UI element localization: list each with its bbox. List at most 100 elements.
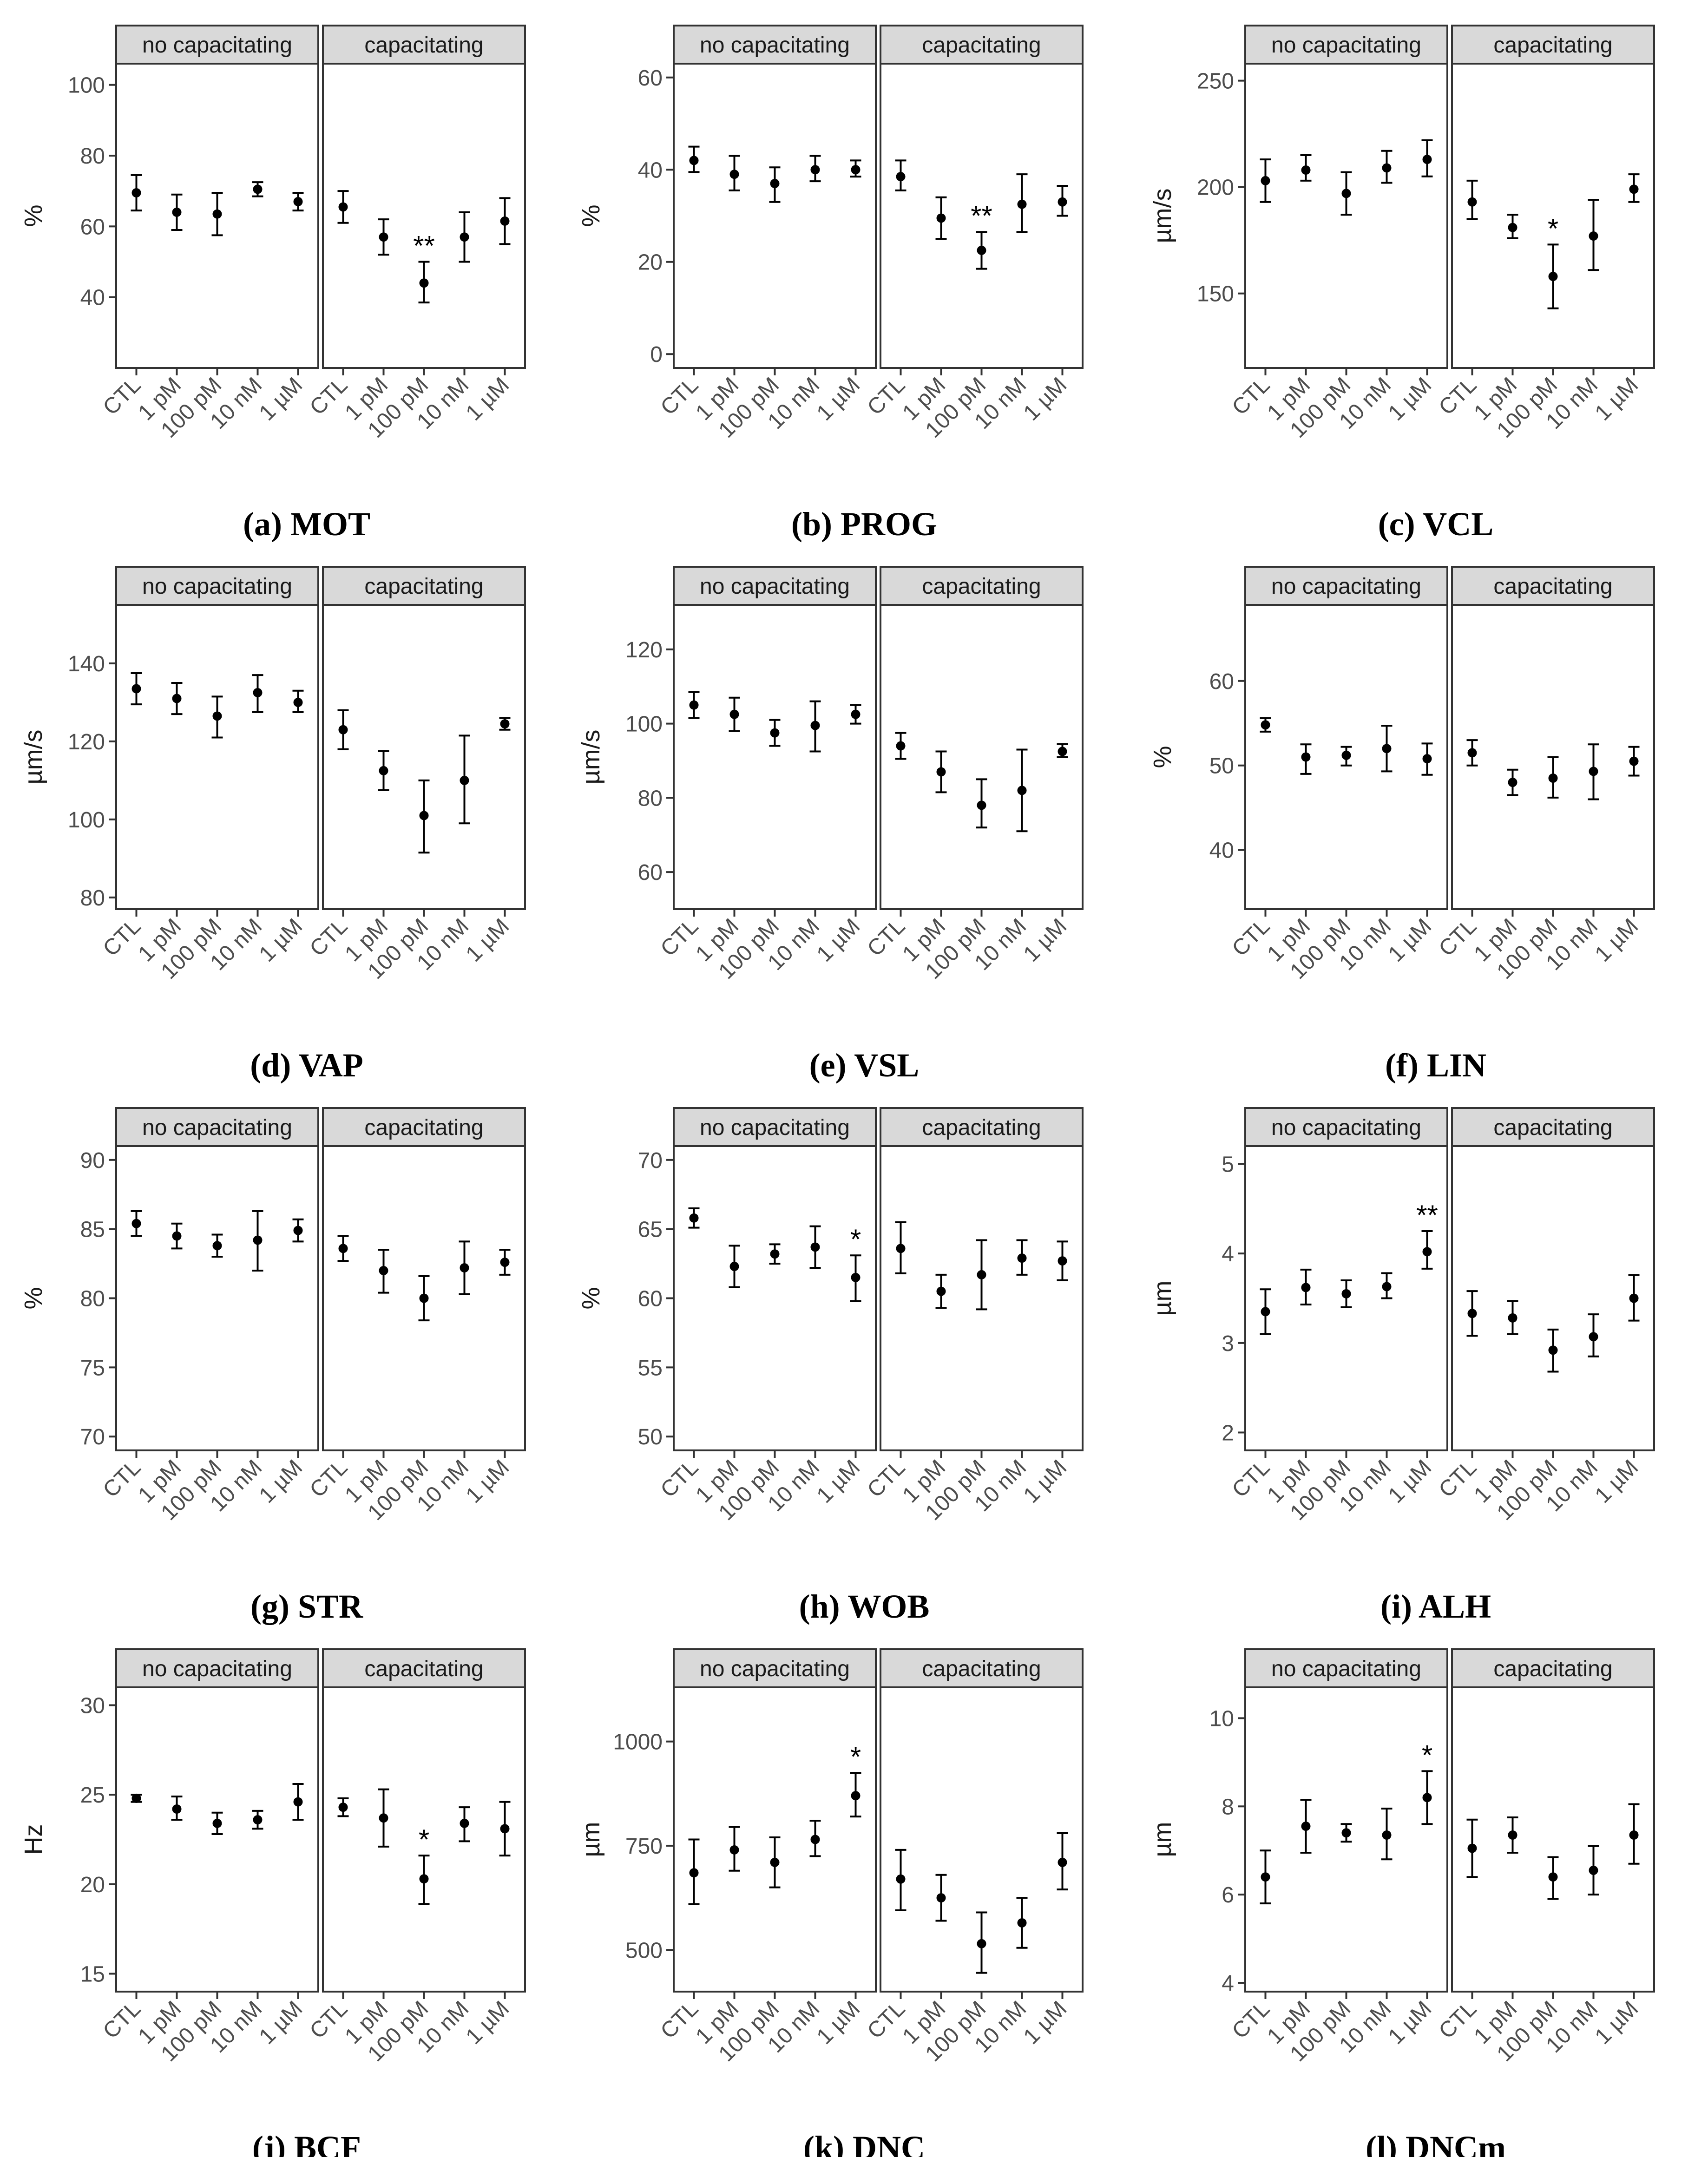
- facet-strip: [1451, 566, 1655, 606]
- x-tick-label: 1 µM: [812, 914, 865, 967]
- data-point: [936, 213, 946, 223]
- facet-label: capacitating: [364, 1657, 483, 1681]
- data-point: [1261, 1307, 1270, 1317]
- y-tick-label: 40: [638, 158, 663, 183]
- facet-strip: [115, 1648, 319, 1688]
- data-point: [1629, 1293, 1639, 1303]
- data-point: [1341, 1289, 1351, 1298]
- data-point: [1301, 752, 1311, 762]
- y-tick-label: 80: [80, 1287, 105, 1311]
- data-point: [379, 1813, 388, 1823]
- facet-label: no capacitating: [142, 1115, 292, 1140]
- data-point: [936, 1893, 946, 1903]
- y-tick-label: 500: [625, 1938, 663, 1963]
- x-tick-label: 1 µM: [1384, 914, 1437, 967]
- panel-caption: (k) DNC: [803, 2129, 925, 2157]
- y-tick-label: 5: [1222, 1153, 1234, 1177]
- data-point: [1422, 754, 1432, 764]
- facet-strip: [115, 1107, 319, 1147]
- data-point: [253, 688, 263, 697]
- data-point: [500, 1258, 510, 1267]
- data-point: [419, 1874, 429, 1884]
- facet-label: no capacitating: [1271, 574, 1421, 599]
- data-point: [131, 188, 141, 197]
- data-point: [460, 1263, 469, 1272]
- data-point: [1467, 1309, 1477, 1318]
- data-point: [1589, 1865, 1598, 1875]
- facet-label: capacitating: [1493, 1657, 1612, 1681]
- y-tick-label: 6: [1222, 1883, 1234, 1908]
- facet-label: capacitating: [922, 574, 1041, 599]
- data-point: [1629, 756, 1639, 766]
- y-axis-title: %: [20, 204, 47, 227]
- panel-caption: (c) VCL: [1378, 505, 1494, 543]
- data-point: [977, 800, 986, 810]
- data-point: [1589, 231, 1598, 241]
- data-point: [1017, 1253, 1027, 1263]
- data-point: [1301, 1283, 1311, 1292]
- data-point: [851, 709, 861, 719]
- facet-strip: [1451, 1107, 1655, 1147]
- y-tick-label: 65: [638, 1218, 663, 1242]
- data-point: [172, 694, 182, 703]
- data-point: [1548, 1345, 1558, 1355]
- data-point: [379, 232, 388, 242]
- significance-mark: *: [850, 1224, 861, 1255]
- x-tick-label: 1 µM: [255, 1996, 308, 2049]
- data-point: [293, 197, 303, 207]
- y-tick-label: 60: [80, 215, 105, 239]
- facet-strip: [1451, 25, 1655, 65]
- data-point: [1058, 747, 1067, 756]
- facet-label: no capacitating: [700, 33, 850, 58]
- y-tick-label: 150: [1197, 282, 1234, 307]
- data-point: [689, 1868, 699, 1878]
- facet-strip: [1244, 1648, 1448, 1688]
- data-point: [1301, 1822, 1311, 1831]
- y-tick-label: 40: [1209, 839, 1234, 863]
- data-point: [379, 1265, 388, 1275]
- y-tick-label: 75: [80, 1356, 105, 1380]
- x-tick-label: 1 µM: [255, 1455, 308, 1508]
- data-point: [1017, 199, 1027, 209]
- y-tick-label: 10: [1209, 1706, 1234, 1731]
- facet-strip: [880, 1107, 1084, 1147]
- facet-panel: [880, 604, 1084, 910]
- x-tick-label: 1 µM: [1019, 373, 1072, 426]
- data-point: [851, 1791, 861, 1801]
- data-point: [1548, 1872, 1558, 1882]
- data-point: [293, 1226, 303, 1235]
- data-point: [1058, 1256, 1067, 1266]
- data-point: [1017, 786, 1027, 795]
- x-tick-label: 1 µM: [461, 373, 514, 426]
- data-point: [1629, 1830, 1639, 1840]
- significance-mark: **: [1416, 1200, 1438, 1231]
- x-tick-label: 1 µM: [461, 1996, 514, 2049]
- data-point: [1508, 778, 1517, 787]
- y-tick-label: 8: [1222, 1795, 1234, 1819]
- x-tick-label: 1 µM: [1590, 1455, 1643, 1508]
- y-tick-label: 4: [1222, 1971, 1234, 1996]
- data-point: [1058, 1857, 1067, 1867]
- data-point: [977, 1270, 986, 1279]
- x-tick-label: 1 µM: [255, 914, 308, 967]
- y-tick-label: 70: [638, 1148, 663, 1173]
- data-point: [1017, 1918, 1027, 1928]
- y-axis-title: Hz: [20, 1824, 47, 1855]
- data-point: [770, 728, 780, 738]
- data-point: [293, 1797, 303, 1807]
- facet-label: no capacitating: [142, 33, 292, 58]
- data-point: [1382, 163, 1392, 173]
- facet-label: capacitating: [922, 1115, 1041, 1140]
- y-tick-label: 50: [638, 1425, 663, 1449]
- data-point: [896, 741, 906, 751]
- data-point: [1467, 1843, 1477, 1853]
- x-tick-label: 1 µM: [461, 1455, 514, 1508]
- y-tick-label: 80: [80, 144, 105, 169]
- y-tick-label: 60: [638, 860, 663, 885]
- data-point: [1301, 165, 1311, 175]
- y-tick-label: 100: [68, 73, 105, 98]
